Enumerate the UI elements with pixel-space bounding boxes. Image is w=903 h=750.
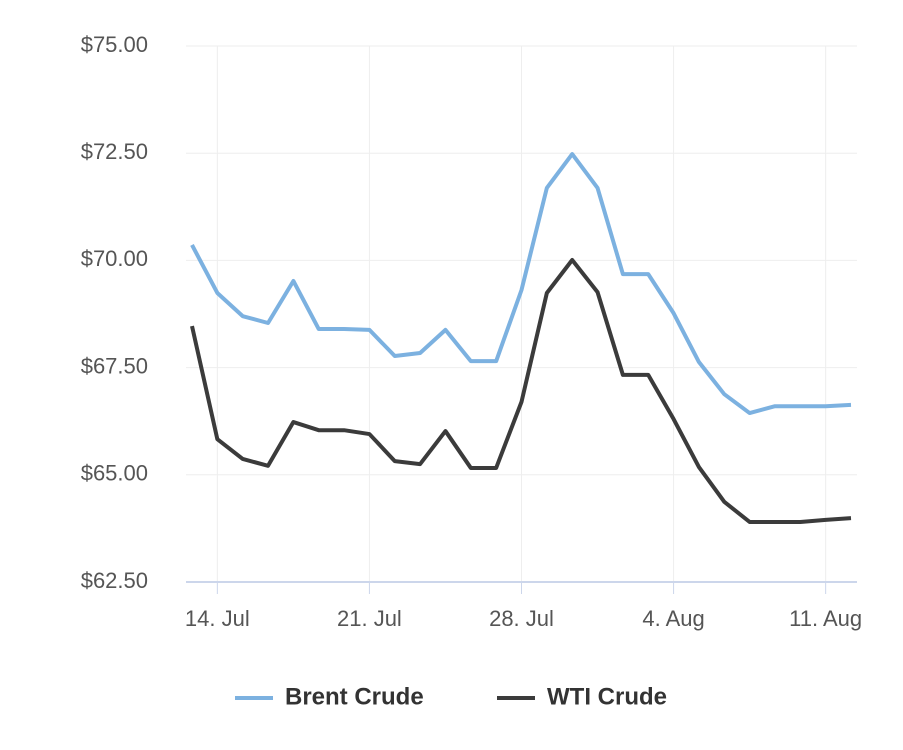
x-tick-label: 28. Jul [489, 606, 554, 631]
y-tick-label: $67.50 [81, 353, 148, 378]
y-tick-label: $62.50 [81, 568, 148, 593]
series-line [190, 257, 852, 524]
y-tick-label: $72.50 [81, 139, 148, 164]
y-tick-label: $75.00 [81, 32, 148, 57]
x-tick-label: 14. Jul [185, 606, 250, 631]
legend-label: WTI Crude [547, 683, 667, 710]
x-tick-label: 4. Aug [642, 606, 704, 631]
x-tick-label: 21. Jul [337, 606, 402, 631]
y-tick-label: $65.00 [81, 461, 148, 486]
legend-label: Brent Crude [285, 683, 424, 710]
y-tick-label: $70.00 [81, 246, 148, 271]
x-tick-label: 11. Aug [789, 606, 862, 631]
series-line [190, 152, 852, 416]
